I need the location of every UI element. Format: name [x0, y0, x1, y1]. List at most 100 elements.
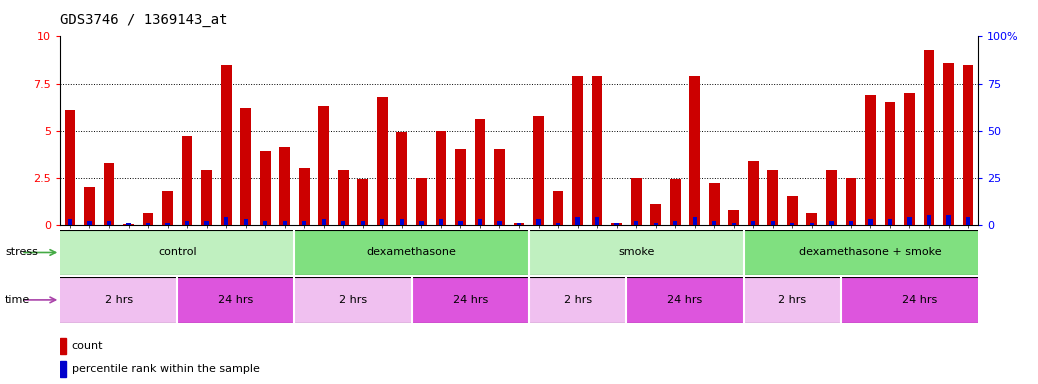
Bar: [670, 179, 681, 225]
Bar: [743, 277, 841, 323]
Text: control: control: [158, 247, 196, 258]
Bar: [966, 217, 971, 225]
Text: dexamethasone: dexamethasone: [366, 247, 457, 258]
Bar: [162, 191, 173, 225]
Bar: [357, 179, 368, 225]
Bar: [907, 217, 911, 225]
Bar: [732, 223, 736, 225]
Bar: [924, 50, 934, 225]
Bar: [474, 119, 486, 225]
Bar: [572, 76, 583, 225]
Bar: [592, 76, 602, 225]
Bar: [611, 223, 622, 225]
Text: dexamethasone + smoke: dexamethasone + smoke: [799, 247, 941, 258]
Bar: [60, 361, 65, 377]
Bar: [634, 221, 638, 225]
Bar: [944, 63, 954, 225]
Bar: [177, 277, 295, 323]
Bar: [810, 223, 814, 225]
Bar: [692, 217, 696, 225]
Text: stress: stress: [5, 247, 38, 258]
Bar: [87, 221, 91, 225]
Bar: [107, 221, 111, 225]
Bar: [494, 149, 504, 225]
Bar: [654, 223, 658, 225]
Bar: [299, 168, 309, 225]
Text: GDS3746 / 1369143_at: GDS3746 / 1369143_at: [60, 13, 227, 27]
Bar: [477, 219, 482, 225]
Bar: [459, 221, 463, 225]
Bar: [263, 221, 268, 225]
Bar: [887, 219, 892, 225]
Text: 2 hrs: 2 hrs: [105, 295, 133, 305]
Bar: [552, 191, 564, 225]
Text: percentile rank within the sample: percentile rank within the sample: [72, 364, 260, 374]
Bar: [614, 223, 619, 225]
Text: count: count: [72, 341, 103, 351]
Bar: [244, 219, 248, 225]
Bar: [787, 197, 797, 225]
Bar: [142, 214, 154, 225]
Bar: [412, 277, 528, 323]
Bar: [528, 230, 743, 275]
Bar: [342, 221, 346, 225]
Bar: [60, 277, 177, 323]
Bar: [868, 219, 873, 225]
Bar: [528, 277, 626, 323]
Bar: [517, 223, 521, 225]
Bar: [84, 187, 94, 225]
Bar: [752, 221, 756, 225]
Bar: [64, 110, 76, 225]
Bar: [904, 93, 914, 225]
Bar: [729, 210, 739, 225]
Bar: [224, 217, 228, 225]
Bar: [575, 217, 579, 225]
Bar: [534, 116, 544, 225]
Bar: [767, 170, 778, 225]
Bar: [748, 161, 759, 225]
Bar: [927, 215, 931, 225]
Text: 24 hrs: 24 hrs: [453, 295, 488, 305]
Bar: [241, 108, 251, 225]
Bar: [146, 223, 151, 225]
Bar: [436, 131, 446, 225]
Bar: [260, 151, 271, 225]
Bar: [689, 76, 700, 225]
Text: 24 hrs: 24 hrs: [902, 295, 937, 305]
Bar: [104, 162, 114, 225]
Bar: [743, 230, 998, 275]
Bar: [712, 221, 716, 225]
Text: 2 hrs: 2 hrs: [339, 295, 367, 305]
Bar: [846, 178, 856, 225]
Bar: [338, 170, 349, 225]
Bar: [947, 215, 951, 225]
Bar: [709, 183, 719, 225]
Bar: [182, 136, 192, 225]
Bar: [295, 277, 412, 323]
Bar: [439, 219, 443, 225]
Bar: [650, 204, 661, 225]
Bar: [790, 223, 794, 225]
Bar: [60, 230, 295, 275]
Bar: [279, 147, 290, 225]
Bar: [962, 65, 974, 225]
Bar: [537, 219, 541, 225]
Bar: [67, 219, 72, 225]
Text: 24 hrs: 24 hrs: [218, 295, 253, 305]
Bar: [400, 219, 404, 225]
Bar: [884, 103, 896, 225]
Bar: [295, 230, 528, 275]
Bar: [127, 223, 131, 225]
Bar: [360, 221, 365, 225]
Bar: [595, 217, 599, 225]
Bar: [165, 223, 170, 225]
Bar: [416, 178, 427, 225]
Bar: [455, 149, 466, 225]
Bar: [865, 95, 876, 225]
Bar: [626, 277, 743, 323]
Bar: [380, 219, 384, 225]
Bar: [282, 221, 286, 225]
Bar: [770, 221, 775, 225]
Bar: [319, 106, 329, 225]
Bar: [419, 221, 424, 225]
